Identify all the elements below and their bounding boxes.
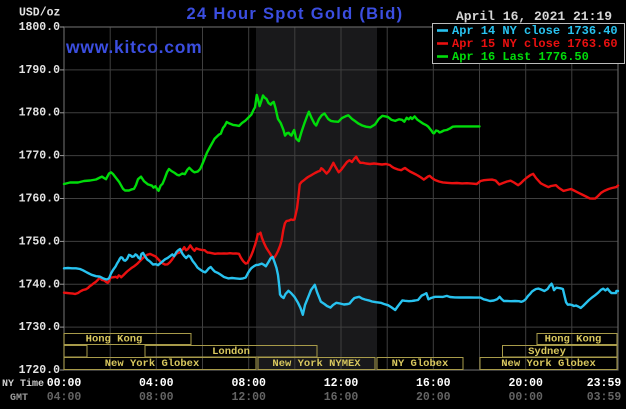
svg-text:New York NYMEX: New York NYMEX (272, 358, 361, 370)
svg-text:20:00: 20:00 (508, 377, 543, 390)
svg-text:Sydney: Sydney (528, 346, 567, 358)
svg-text:24 Hour Spot Gold (Bid): 24 Hour Spot Gold (Bid) (187, 5, 404, 23)
svg-text:00:00: 00:00 (47, 377, 82, 390)
svg-text:London: London (212, 346, 250, 358)
svg-text:04:00: 04:00 (47, 391, 82, 404)
svg-text:12:00: 12:00 (324, 377, 359, 390)
svg-text:16:00: 16:00 (416, 377, 451, 390)
svg-text:04:00: 04:00 (139, 377, 174, 390)
svg-text:08:00: 08:00 (231, 377, 266, 390)
svg-text:GMT: GMT (10, 393, 28, 404)
svg-text:www.kitco.com: www.kitco.com (65, 37, 203, 57)
svg-text:08:00: 08:00 (139, 391, 174, 404)
svg-text:1750.0: 1750.0 (19, 235, 61, 248)
svg-text:12:00: 12:00 (231, 391, 266, 404)
svg-text:00:00: 00:00 (508, 391, 543, 404)
svg-text:NY Globex: NY Globex (392, 358, 449, 370)
svg-text:New York Globex: New York Globex (501, 358, 596, 370)
svg-text:20:00: 20:00 (416, 391, 451, 404)
svg-text:1720.0: 1720.0 (19, 364, 61, 377)
svg-text:1780.0: 1780.0 (19, 107, 61, 120)
svg-text:1790.0: 1790.0 (19, 64, 61, 77)
svg-text:1760.0: 1760.0 (19, 193, 61, 206)
svg-text:1770.0: 1770.0 (19, 150, 61, 163)
svg-text:23:59: 23:59 (587, 377, 622, 390)
svg-text:NY Time: NY Time (2, 378, 44, 390)
svg-text:USD/oz: USD/oz (19, 7, 61, 20)
svg-text:New York Globex: New York Globex (105, 358, 200, 370)
svg-text:16:00: 16:00 (324, 391, 359, 404)
svg-text:Apr 16 Last 1776.50: Apr 16 Last 1776.50 (452, 50, 589, 64)
svg-text:1800.0: 1800.0 (19, 21, 61, 34)
svg-text:Hong Kong: Hong Kong (545, 334, 602, 346)
svg-text:Apr 14 NY close 1736.40: Apr 14 NY close 1736.40 (452, 24, 618, 38)
svg-text:April 16, 2021 21:19: April 16, 2021 21:19 (456, 9, 612, 24)
svg-text:1740.0: 1740.0 (19, 278, 61, 291)
svg-text:Hong Kong: Hong Kong (86, 334, 143, 346)
svg-text:Apr 15 NY close 1763.60: Apr 15 NY close 1763.60 (452, 37, 618, 51)
svg-text:03:59: 03:59 (587, 391, 622, 404)
svg-text:1730.0: 1730.0 (19, 321, 61, 334)
